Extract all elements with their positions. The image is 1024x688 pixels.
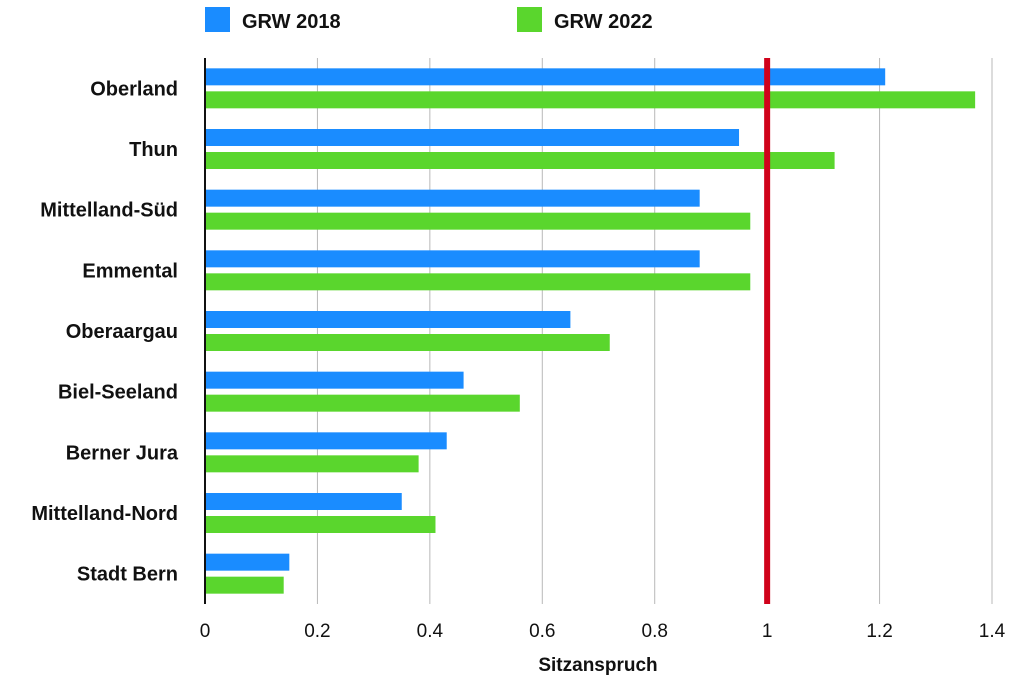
bar-thun-grw-2022 — [205, 152, 835, 169]
x-tick-label-1-4: 1.4 — [979, 621, 1006, 642]
legend-swatch-grw-2018 — [205, 7, 230, 32]
bar-berner-jura-grw-2022 — [205, 455, 419, 473]
x-tick-label-0: 0 — [200, 621, 211, 642]
legend-label-grw-2018: GRW 2018 — [242, 11, 341, 33]
x-tick-label-0-2: 0.2 — [304, 621, 330, 642]
bar-biel-seeland-grw-2022 — [205, 394, 520, 412]
bar-biel-seeland-grw-2018 — [205, 371, 464, 389]
category-label-berner-jura: Berner Jura — [66, 442, 179, 464]
category-label-emmental: Emmental — [82, 260, 178, 282]
bar-berner-jura-grw-2018 — [205, 432, 447, 450]
category-label-mittelland-nord: Mittelland-Nord — [31, 503, 178, 525]
bar-stadt-bern-grw-2022 — [205, 576, 284, 594]
x-tick-label-1: 1 — [762, 621, 773, 642]
category-label-oberaargau: Oberaargau — [66, 321, 178, 343]
bar-emmental-grw-2022 — [205, 273, 751, 291]
bar-oberaargau-grw-2022 — [205, 334, 610, 351]
category-label-thun: Thun — [129, 139, 178, 161]
legend-label-grw-2022: GRW 2022 — [554, 11, 653, 33]
bar-mittelland-sued-grw-2018 — [205, 189, 700, 207]
category-label-biel-seeland: Biel-Seeland — [58, 382, 178, 404]
labels: Oberland Thun Mittelland-Süd Emmental Oberaa… — [31, 78, 1005, 642]
bar-oberaargau-grw-2018 — [205, 311, 571, 328]
category-label-oberland: Oberland — [90, 78, 178, 100]
bar-mittelland-sued-grw-2022 — [205, 212, 751, 230]
bar-emmental-grw-2018 — [205, 250, 700, 268]
bar-thun-grw-2018 — [205, 129, 740, 146]
legend-swatch-grw-2022 — [517, 7, 542, 32]
bar-stadt-bern-grw-2018 — [205, 553, 290, 571]
bar-oberland-grw-2018 — [205, 68, 886, 86]
bar-mittelland-nord-grw-2022 — [205, 516, 436, 533]
x-tick-label-0-4: 0.4 — [417, 621, 444, 642]
x-tick-label-0-6: 0.6 — [529, 621, 555, 642]
x-tick-label-1-2: 1.2 — [866, 621, 892, 642]
category-label-stadt-bern: Stadt Bern — [77, 564, 178, 586]
x-axis-title: Sitzanspruch — [538, 655, 657, 676]
category-label-mittelland-sued: Mittelland-Süd — [40, 200, 178, 222]
bars — [205, 68, 976, 594]
bar-oberland-grw-2022 — [205, 91, 976, 109]
x-tick-label-0-8: 0.8 — [642, 621, 668, 642]
bar-mittelland-nord-grw-2018 — [205, 493, 402, 510]
legend: GRW 2018 GRW 2022 — [205, 7, 653, 33]
